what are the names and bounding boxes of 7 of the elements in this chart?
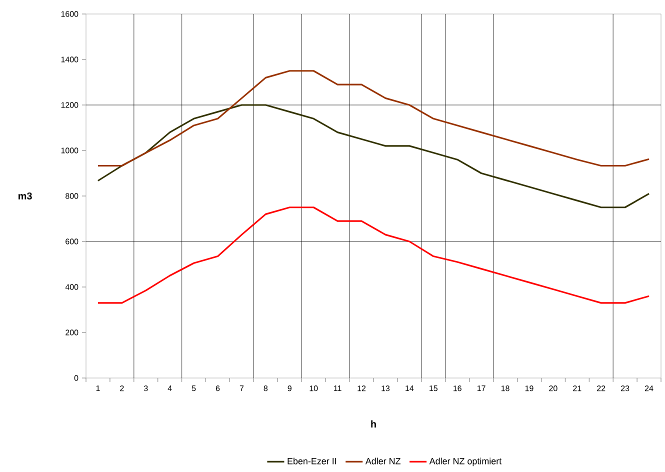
y-axis-title: m3 <box>18 192 32 200</box>
legend-label: Adler NZ <box>365 458 400 464</box>
legend-label: Adler NZ optimiert <box>429 458 502 466</box>
line-series <box>97 206 650 304</box>
line-series <box>97 104 650 208</box>
x-axis-title: h <box>371 420 376 428</box>
legend-label: Eben-Ezer II <box>288 458 336 464</box>
